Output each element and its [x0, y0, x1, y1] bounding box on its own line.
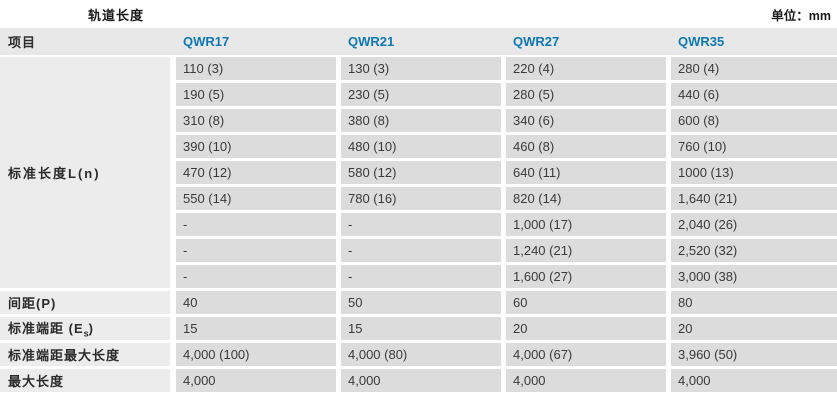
row-label-max-length: 最大长度 — [0, 369, 176, 395]
table-cell: 4,000 (67) — [506, 343, 671, 369]
row-label-standard-end-max: 标准端距最大长度 — [0, 343, 176, 369]
page-title: 轨道长度 — [88, 7, 145, 23]
table-cell: 310 (8) — [176, 109, 341, 135]
row-label-pitch: 间距(P) — [0, 291, 176, 317]
column-header-item: 项目 — [0, 28, 176, 57]
table-cell: 220 (4) — [506, 57, 671, 83]
table-cell: 550 (14) — [176, 187, 341, 213]
table-cell: 3,960 (50) — [671, 343, 837, 369]
table-cell: 4,000 — [671, 369, 837, 395]
table-cell: 2,040 (26) — [671, 213, 837, 239]
table-cell: - — [341, 265, 506, 291]
table-cell: 640 (11) — [506, 161, 671, 187]
table-cell: 280 (4) — [671, 57, 837, 83]
table-cell: 280 (5) — [506, 83, 671, 109]
header-row: 项目 QWR17 QWR21 QWR27 QWR35 — [0, 28, 837, 57]
table-row: - - 1,240 (21) 2,520 (32) — [0, 239, 837, 265]
row-label-text: 标准端距 (E — [8, 321, 84, 337]
table-cell: 2,520 (32) — [671, 239, 837, 265]
table-row: 标准长度L(n) 110 (3) 130 (3) 220 (4) 280 (4) — [0, 57, 837, 291]
table-cell: 130 (3) — [341, 57, 506, 83]
column-header-qwr27: QWR27 — [506, 28, 671, 57]
table-cell: 20 — [506, 317, 671, 343]
table-row: 标准端距最大长度 4,000 (100) 4,000 (80) 4,000 (6… — [0, 343, 837, 369]
table-cell: 780 (16) — [341, 187, 506, 213]
table-cell: 110 (3) — [176, 57, 341, 83]
column-header-qwr21: QWR21 — [341, 28, 506, 57]
table-cell: - — [176, 265, 341, 291]
table-cell: 15 — [341, 317, 506, 343]
table-cell: 820 (14) — [506, 187, 671, 213]
table-cell: 1,640 (21) — [671, 187, 837, 213]
table-cell: 40 — [176, 291, 341, 317]
table-cell: - — [341, 239, 506, 265]
table-cell: 4,000 — [341, 369, 506, 395]
table-cell: 20 — [671, 317, 837, 343]
table-cell: 480 (10) — [341, 135, 506, 161]
row-label-standard-end: 标准端距 (Es) — [0, 317, 176, 343]
table-cell: 1,000 (17) — [506, 213, 671, 239]
table-cell: 440 (6) — [671, 83, 837, 109]
table-cell: 15 — [176, 317, 341, 343]
table-cell: 4,000 — [506, 369, 671, 395]
unit-note: 单位：mm — [771, 8, 831, 23]
table-cell: 50 — [341, 291, 506, 317]
table-cell: 600 (8) — [671, 109, 837, 135]
table-cell: 390 (10) — [176, 135, 341, 161]
table-cell: 3,000 (38) — [671, 265, 837, 291]
column-header-qwr35: QWR35 — [671, 28, 837, 57]
table-cell: - — [341, 213, 506, 239]
table-row: - - 1,000 (17) 2,040 (26) — [0, 213, 837, 239]
table-row: 390 (10) 480 (10) 460 (8) 760 (10) — [0, 135, 837, 161]
table-cell: 4,000 — [176, 369, 341, 395]
table-cell: 340 (6) — [506, 109, 671, 135]
table-cell: 80 — [671, 291, 837, 317]
table-cell: 4,000 (80) — [341, 343, 506, 369]
table-cell: - — [176, 239, 341, 265]
table-cell: 1,240 (21) — [506, 239, 671, 265]
table-row: 最大长度 4,000 4,000 4,000 4,000 — [0, 369, 837, 395]
table-cell: 460 (8) — [506, 135, 671, 161]
table-cell: 1,600 (27) — [506, 265, 671, 291]
table-cell: 60 — [506, 291, 671, 317]
table-row: 470 (12) 580 (12) 640 (11) 1000 (13) — [0, 161, 837, 187]
table-cell: 470 (12) — [176, 161, 341, 187]
table-cell: - — [176, 213, 341, 239]
table-cell: 380 (8) — [341, 109, 506, 135]
row-label-subscript: s — [83, 328, 89, 339]
rail-length-table: 项目 QWR17 QWR21 QWR27 QWR35 标准长度L(n) 110 … — [0, 28, 837, 395]
table-row: 190 (5) 230 (5) 280 (5) 440 (6) — [0, 83, 837, 109]
table-row: 550 (14) 780 (16) 820 (14) 1,640 (21) — [0, 187, 837, 213]
table-row: 间距(P) 40 50 60 80 — [0, 291, 837, 317]
table-row: - - 1,600 (27) 3,000 (38) — [0, 265, 837, 291]
title-bar: 轨道长度 单位：mm — [0, 0, 837, 28]
table-cell: 760 (10) — [671, 135, 837, 161]
table-cell: 4,000 (100) — [176, 343, 341, 369]
table-cell: 190 (5) — [176, 83, 341, 109]
row-label-text: ) — [88, 321, 94, 337]
table-cell: 230 (5) — [341, 83, 506, 109]
table-cell: 580 (12) — [341, 161, 506, 187]
table-row: 标准端距 (Es) 15 15 20 20 — [0, 317, 837, 343]
table-cell: 1000 (13) — [671, 161, 837, 187]
column-header-qwr17: QWR17 — [176, 28, 341, 57]
row-label-standard-length: 标准长度L(n) — [0, 57, 176, 291]
table-row: 310 (8) 380 (8) 340 (6) 600 (8) — [0, 109, 837, 135]
